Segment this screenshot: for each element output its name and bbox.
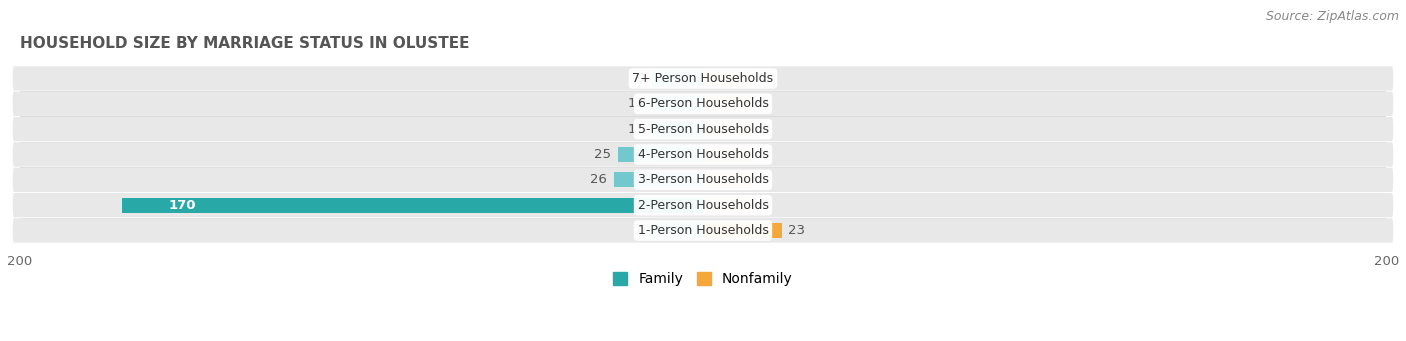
Text: 0: 0 xyxy=(637,72,645,85)
Bar xyxy=(703,121,754,137)
FancyBboxPatch shape xyxy=(13,193,1393,217)
Bar xyxy=(703,71,754,86)
FancyBboxPatch shape xyxy=(13,117,1393,141)
FancyBboxPatch shape xyxy=(13,66,1393,91)
Text: 0: 0 xyxy=(761,199,769,212)
Text: 2-Person Households: 2-Person Households xyxy=(637,199,769,212)
Bar xyxy=(652,96,703,112)
Bar xyxy=(703,223,782,238)
FancyBboxPatch shape xyxy=(13,92,1393,116)
FancyBboxPatch shape xyxy=(13,168,1393,192)
Text: 12: 12 xyxy=(628,97,645,110)
Text: HOUSEHOLD SIZE BY MARRIAGE STATUS IN OLUSTEE: HOUSEHOLD SIZE BY MARRIAGE STATUS IN OLU… xyxy=(20,35,470,50)
Text: 0: 0 xyxy=(761,173,769,186)
Bar xyxy=(652,71,703,86)
Text: 1-Person Households: 1-Person Households xyxy=(637,224,769,237)
Bar xyxy=(703,96,754,112)
Bar xyxy=(703,147,754,162)
Text: 6-Person Households: 6-Person Households xyxy=(637,97,769,110)
FancyBboxPatch shape xyxy=(13,218,1393,243)
FancyBboxPatch shape xyxy=(13,142,1393,167)
Text: Source: ZipAtlas.com: Source: ZipAtlas.com xyxy=(1265,10,1399,23)
Text: 0: 0 xyxy=(761,148,769,161)
Text: 15: 15 xyxy=(628,123,645,136)
Legend: Family, Nonfamily: Family, Nonfamily xyxy=(607,267,799,292)
Text: 0: 0 xyxy=(761,123,769,136)
Text: 4-Person Households: 4-Person Households xyxy=(637,148,769,161)
Bar xyxy=(652,121,703,137)
Bar xyxy=(703,172,754,188)
Text: 0: 0 xyxy=(637,224,645,237)
Bar xyxy=(122,197,703,213)
Bar xyxy=(703,197,754,213)
Bar xyxy=(614,172,703,188)
Bar xyxy=(652,223,703,238)
Text: 23: 23 xyxy=(789,224,806,237)
Text: 170: 170 xyxy=(169,199,195,212)
Text: 25: 25 xyxy=(593,148,610,161)
Bar xyxy=(617,147,703,162)
Text: 7+ Person Households: 7+ Person Households xyxy=(633,72,773,85)
Text: 5-Person Households: 5-Person Households xyxy=(637,123,769,136)
Text: 0: 0 xyxy=(761,72,769,85)
Text: 26: 26 xyxy=(591,173,607,186)
Text: 3-Person Households: 3-Person Households xyxy=(637,173,769,186)
Text: 2: 2 xyxy=(761,97,769,110)
